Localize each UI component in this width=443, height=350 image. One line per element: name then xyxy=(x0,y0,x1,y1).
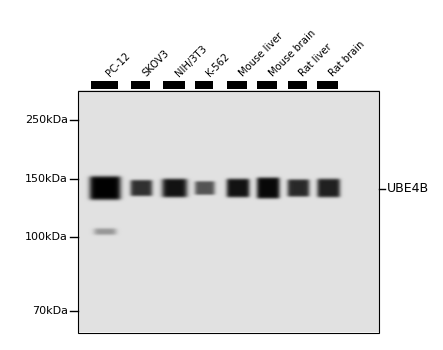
Bar xyxy=(131,80,150,89)
Text: 70kDa: 70kDa xyxy=(32,306,68,316)
Text: PC-12: PC-12 xyxy=(105,51,132,79)
Bar xyxy=(78,91,379,332)
Text: NIH/3T3: NIH/3T3 xyxy=(174,43,209,79)
Bar xyxy=(163,80,185,89)
Bar xyxy=(257,80,277,89)
Text: K-562: K-562 xyxy=(204,52,231,79)
Text: 100kDa: 100kDa xyxy=(25,232,68,242)
Bar xyxy=(195,80,213,89)
Bar xyxy=(91,80,118,89)
Text: Rat brain: Rat brain xyxy=(327,40,367,79)
Text: 250kDa: 250kDa xyxy=(25,115,68,125)
Bar xyxy=(227,80,247,89)
Text: SKOV3: SKOV3 xyxy=(141,48,171,79)
Text: Rat liver: Rat liver xyxy=(297,42,334,79)
Text: 150kDa: 150kDa xyxy=(25,174,68,184)
Bar xyxy=(288,80,307,89)
Text: Mouse brain: Mouse brain xyxy=(267,28,318,79)
Bar xyxy=(317,80,338,89)
Text: Mouse liver: Mouse liver xyxy=(237,31,285,79)
Text: UBE4B: UBE4B xyxy=(387,182,429,195)
